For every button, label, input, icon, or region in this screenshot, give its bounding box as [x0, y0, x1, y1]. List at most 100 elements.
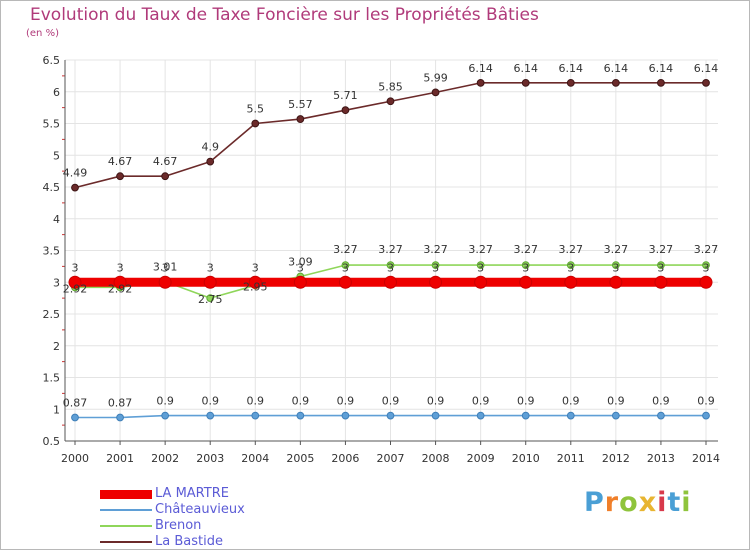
data-point-1 — [71, 413, 79, 422]
data-point-0 — [384, 275, 397, 289]
y-tick-label: 1 — [53, 403, 60, 416]
data-label-1: 0.9 — [697, 395, 715, 408]
data-label-3: 5.57 — [288, 98, 313, 111]
data-label-3: 5.5 — [247, 103, 265, 116]
data-point-1 — [161, 411, 170, 420]
data-label-1: 0.9 — [201, 395, 219, 408]
data-point-0 — [654, 275, 668, 289]
data-label-0: 3 — [387, 261, 394, 274]
data-label-0: 3 — [207, 261, 214, 274]
data-point-1 — [206, 411, 215, 420]
data-point-0 — [158, 275, 172, 289]
data-label-2: 3.01 — [153, 261, 178, 274]
data-point-2 — [702, 261, 710, 270]
x-tick-label: 2014 — [692, 452, 720, 465]
data-point-3 — [341, 106, 350, 115]
data-label-1: 0.9 — [562, 395, 580, 408]
x-tick-label: 2009 — [467, 452, 495, 465]
data-label-2: 3.27 — [649, 243, 674, 256]
data-label-0: 3 — [432, 261, 439, 274]
x-tick-label: 2003 — [196, 452, 224, 465]
x-tick-label: 2006 — [331, 452, 359, 465]
data-label-0: 3 — [297, 261, 304, 274]
data-label-1: 0.9 — [652, 395, 670, 408]
data-label-3: 5.85 — [378, 80, 403, 93]
data-point-1 — [657, 411, 665, 420]
data-label-3: 6.14 — [649, 62, 674, 75]
data-label-1: 0.9 — [607, 395, 625, 408]
y-tick-label: 3.5 — [43, 245, 61, 258]
data-point-0 — [519, 275, 533, 289]
data-label-3: 6.14 — [559, 62, 584, 75]
legend-swatch — [100, 541, 152, 543]
data-label-1: 0.9 — [472, 395, 490, 408]
data-point-1 — [386, 411, 395, 420]
data-label-1: 0.9 — [517, 395, 535, 408]
data-label-2: 3.27 — [468, 243, 493, 256]
data-label-3: 6.14 — [513, 62, 538, 75]
legend-swatch — [100, 509, 152, 511]
data-label-1: 0.9 — [427, 395, 445, 408]
data-label-0: 3 — [522, 261, 529, 274]
y-tick-label: 0.5 — [43, 435, 61, 448]
data-label-3: 5.99 — [423, 71, 448, 84]
data-point-2 — [657, 261, 665, 270]
data-label-2: 2.95 — [243, 280, 268, 293]
x-tick-label: 2008 — [422, 452, 450, 465]
legend-label: Brenon — [155, 518, 202, 533]
data-label-0: 3 — [72, 261, 79, 274]
chart-title: Evolution du Taux de Taxe Foncière sur l… — [30, 5, 539, 25]
data-point-3 — [116, 172, 124, 181]
data-point-2 — [566, 261, 575, 270]
y-tick-label: 1.5 — [43, 372, 61, 385]
data-point-2 — [341, 261, 350, 270]
legend: LA MARTRE Châteauvieux Brenon La Bastide — [100, 486, 360, 550]
data-point-3 — [206, 157, 215, 166]
legend-item: La Bastide — [100, 534, 360, 550]
data-label-1: 0.9 — [337, 395, 355, 408]
data-label-0: 3 — [612, 261, 619, 274]
proxiti-logo: Proxiti — [584, 487, 692, 518]
data-point-2 — [386, 261, 395, 270]
data-point-3 — [251, 119, 260, 128]
data-point-3 — [296, 115, 305, 123]
data-label-2: 3.27 — [559, 243, 584, 256]
x-tick-label: 2002 — [151, 452, 179, 465]
data-label-3: 6.14 — [604, 62, 629, 75]
data-label-2: 3.27 — [513, 243, 538, 256]
data-label-1: 0.9 — [156, 395, 174, 408]
data-point-2 — [611, 261, 620, 270]
data-point-0 — [68, 275, 82, 289]
data-label-3: 4.9 — [201, 141, 219, 154]
x-tick-label: 2005 — [286, 452, 314, 465]
data-label-2: 3.27 — [694, 243, 719, 256]
legend-item: Brenon — [100, 518, 360, 534]
data-point-0 — [248, 275, 262, 289]
data-point-3 — [431, 88, 440, 97]
y-tick-label: 2.5 — [43, 308, 61, 321]
data-point-0 — [113, 275, 127, 289]
data-point-2 — [521, 261, 530, 270]
data-label-2: 2.92 — [108, 282, 133, 295]
data-point-3 — [71, 183, 79, 192]
x-tick-label: 2000 — [61, 452, 89, 465]
data-label-3: 4.49 — [63, 167, 88, 180]
data-point-3 — [386, 97, 395, 106]
data-point-0 — [293, 275, 307, 289]
data-point-1 — [476, 411, 485, 420]
x-tick-label: 2012 — [602, 452, 630, 465]
data-label-1: 0.87 — [63, 397, 88, 410]
unit-label: (en %) — [26, 28, 59, 39]
data-label-3: 5.71 — [333, 89, 358, 102]
legend-swatch — [100, 525, 152, 527]
data-point-1 — [251, 411, 260, 420]
data-point-1 — [296, 411, 305, 420]
data-point-1 — [566, 411, 575, 420]
data-label-2: 2.75 — [198, 293, 223, 306]
legend-label: Châteauvieux — [155, 502, 245, 517]
data-point-3 — [657, 78, 665, 87]
y-tick-label: 4 — [53, 213, 60, 226]
y-tick-label: 4.5 — [43, 181, 61, 194]
legend-swatch — [100, 489, 152, 499]
